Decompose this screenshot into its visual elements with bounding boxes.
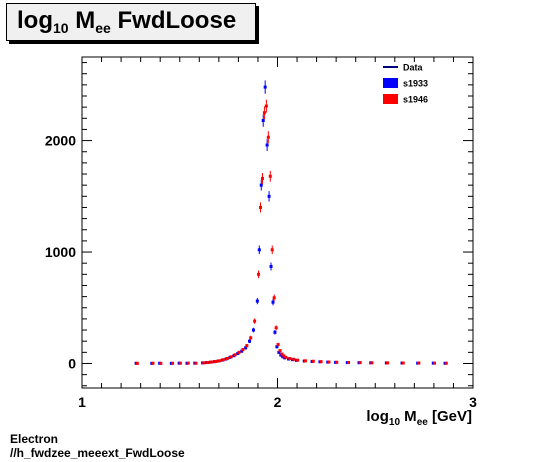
data-point-s1946: [276, 343, 280, 347]
data-point-s1933: [275, 345, 279, 349]
data-point-s1933: [273, 330, 277, 334]
data-point-s1946: [241, 348, 245, 352]
data-point-s1946: [358, 361, 362, 365]
data-point-s1946: [135, 361, 139, 365]
data-point-s1946: [178, 361, 182, 365]
data-point-s1946: [214, 359, 218, 363]
data-point-s1933: [257, 248, 261, 252]
data-point-s1933: [251, 328, 255, 332]
data-point-s1946: [259, 205, 263, 209]
footer-histogram-path: //h_fwdzee_meeext_FwdLoose: [10, 446, 185, 460]
data-point-s1946: [335, 360, 339, 364]
data-point-s1933: [240, 349, 244, 353]
data-point-s1946: [257, 272, 261, 276]
data-point-s1946: [229, 355, 233, 359]
data-point-s1933: [248, 339, 252, 343]
data-point-s1933: [255, 299, 259, 303]
data-point-s1933: [259, 183, 263, 187]
data-point-s1946: [151, 361, 155, 365]
data-point-s1946: [278, 349, 282, 353]
legend-label: Data: [403, 63, 424, 73]
data-point-s1946: [245, 344, 249, 348]
x-axis-label: log10 Mee [GeV]: [366, 408, 472, 428]
data-point-s1946: [274, 326, 278, 330]
legend: Data s1933 s1946: [383, 63, 428, 105]
data-point-s1946: [319, 360, 323, 364]
data-point-s1946: [284, 355, 288, 359]
data-point-s1933: [263, 85, 267, 89]
footer-category: Electron: [10, 432, 59, 446]
data-point-s1946: [401, 361, 405, 365]
data-point-s1946: [370, 361, 374, 365]
data-point-s1933: [261, 119, 265, 123]
data-point-s1946: [433, 361, 436, 365]
y-tick-label: 1000: [45, 244, 76, 260]
data-point-s1946: [282, 354, 286, 358]
x-tick-label: 3: [469, 394, 477, 410]
data-point-s1933: [244, 346, 248, 350]
data-point-s1946: [270, 248, 274, 252]
data-point-s1946: [266, 135, 270, 139]
data-point-s1946: [237, 350, 241, 354]
data-point-s1946: [159, 361, 163, 365]
data-point-s1946: [288, 356, 292, 360]
data-point-s1933: [267, 194, 271, 198]
y-tick-label: 0: [68, 355, 76, 371]
data-point-s1946: [272, 296, 276, 300]
data-point-s1933: [265, 143, 269, 147]
data-point-s1946: [262, 111, 266, 115]
data-point-s1946: [186, 361, 190, 365]
data-point-s1946: [444, 361, 448, 365]
x-tick-label: 2: [274, 394, 282, 410]
legend-swatch: [383, 78, 398, 88]
data-point-s1946: [386, 361, 390, 365]
data-markers: [134, 80, 448, 365]
data-point-s1933: [271, 300, 275, 304]
data-point-s1946: [260, 176, 264, 180]
data-point-s1946: [292, 357, 296, 361]
data-point-s1946: [206, 360, 210, 364]
data-point-s1946: [202, 361, 206, 365]
legend-label: s1946: [403, 95, 428, 105]
data-point-s1946: [296, 358, 300, 362]
x-tick-label: 1: [78, 394, 86, 410]
data-point-s1946: [221, 358, 225, 362]
data-point-s1946: [264, 104, 268, 108]
data-point-s1933: [277, 350, 281, 354]
data-point-s1933: [269, 265, 273, 269]
data-point-s1946: [327, 360, 331, 364]
plot-frame: [81, 56, 474, 389]
data-point-s1946: [311, 359, 315, 363]
data-point-s1946: [233, 353, 237, 357]
axes: 0 1000 2000 1 2 3: [45, 57, 477, 410]
data-point-s1946: [225, 356, 229, 360]
histogram-title: log10 Mee FwdLoose: [17, 7, 237, 36]
data-point-s1946: [346, 360, 350, 364]
legend-label: s1933: [403, 79, 428, 89]
data-point-s1946: [268, 174, 272, 178]
data-point-s1946: [210, 360, 214, 364]
legend-swatch: [383, 94, 398, 104]
data-point-s1946: [253, 319, 257, 323]
y-tick-label: 2000: [45, 133, 76, 149]
data-point-s1946: [249, 336, 253, 340]
data-point-s1946: [217, 359, 221, 363]
histogram-title-box: log10 Mee FwdLoose: [6, 3, 256, 41]
data-point-s1946: [417, 361, 421, 365]
data-point-s1946: [280, 352, 284, 356]
data-point-s1946: [303, 359, 307, 363]
data-point-s1946: [171, 361, 175, 365]
data-point-s1946: [194, 361, 198, 365]
